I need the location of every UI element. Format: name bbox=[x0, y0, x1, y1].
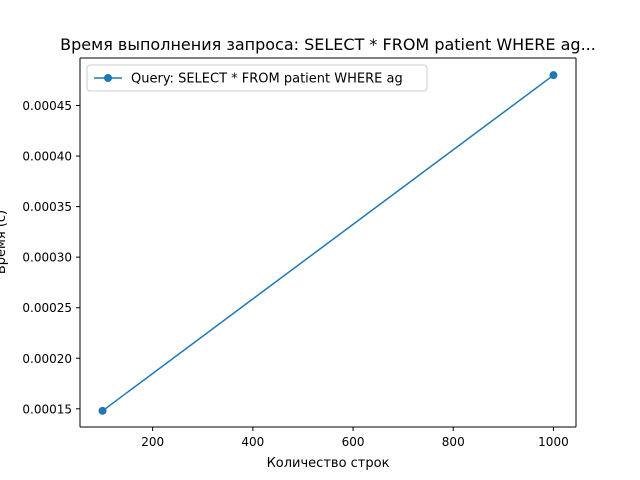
legend-marker-swatch bbox=[104, 74, 112, 82]
legend: Query: SELECT * FROM patient WHERE ag bbox=[87, 65, 427, 91]
x-tick-label: 1000 bbox=[538, 435, 569, 449]
legend-entry-query: Query: SELECT * FROM patient WHERE ag bbox=[131, 72, 403, 87]
data-point bbox=[549, 71, 557, 79]
y-tick-label: 0.00025 bbox=[22, 301, 72, 315]
y-axis-label: Время (с) bbox=[0, 210, 9, 274]
y-tick-label: 0.00045 bbox=[22, 99, 72, 113]
x-tick-label: 600 bbox=[342, 435, 365, 449]
x-tick-label: 200 bbox=[141, 435, 164, 449]
y-tick-label: 0.00030 bbox=[22, 251, 72, 265]
x-tick-label: 800 bbox=[442, 435, 465, 449]
y-tick-label: 0.00040 bbox=[22, 150, 72, 164]
plot-area bbox=[80, 58, 576, 427]
y-tick-label: 0.00015 bbox=[22, 402, 72, 416]
data-point bbox=[99, 407, 107, 415]
y-tick-label: 0.00035 bbox=[22, 200, 72, 214]
x-axis-label: Количество строк bbox=[267, 456, 390, 471]
y-tick-label: 0.00020 bbox=[22, 352, 72, 366]
x-tick-label: 400 bbox=[241, 435, 264, 449]
chart-title: Время выполнения запроса: SELECT * FROM … bbox=[60, 35, 596, 54]
